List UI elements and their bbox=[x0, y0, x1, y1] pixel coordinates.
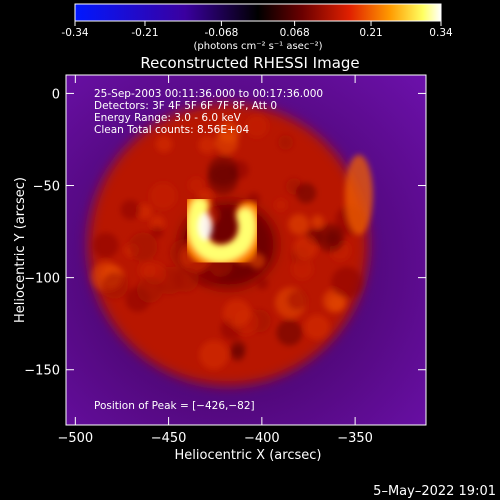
y-tick-label: −50 bbox=[33, 180, 60, 195]
y-axis-label: Heliocentric Y (arcsec) bbox=[13, 177, 28, 323]
texture-blob bbox=[150, 225, 164, 239]
texture-blob bbox=[331, 266, 363, 299]
annotation-line: 25-Sep-2003 00:11:36.000 to 00:17:36.000 bbox=[94, 88, 323, 100]
colorbar-tick-label: -0.21 bbox=[131, 27, 158, 39]
texture-blob bbox=[173, 266, 199, 293]
texture-blob bbox=[276, 319, 303, 346]
texture-blob bbox=[328, 294, 346, 312]
x-tick-label: −500 bbox=[57, 431, 93, 446]
texture-blob bbox=[155, 135, 173, 153]
colorbar-tick-label: 0.21 bbox=[359, 27, 382, 39]
texture-blob bbox=[278, 134, 294, 150]
texture-blob bbox=[207, 155, 239, 187]
colorbar bbox=[75, 4, 441, 21]
colorbar-tick-label: -0.34 bbox=[61, 27, 88, 39]
texture-blob bbox=[217, 121, 240, 144]
peak-core bbox=[198, 213, 213, 240]
colorbar-tick-label: 0.068 bbox=[280, 27, 310, 39]
y-tick-label: 0 bbox=[52, 87, 60, 102]
texture-blob bbox=[295, 182, 317, 204]
texture-blob bbox=[198, 136, 216, 154]
colorbar-tick-label: -0.068 bbox=[204, 27, 238, 39]
x-tick-label: −350 bbox=[337, 431, 373, 446]
colorbar-ticks: -0.34 -0.21 -0.068 0.068 0.21 0.34 bbox=[61, 21, 453, 39]
texture-blob bbox=[223, 299, 251, 328]
peak-source bbox=[179, 191, 264, 270]
colorbar-frame bbox=[74, 3, 442, 22]
texture-blob bbox=[274, 198, 288, 212]
x-axis-label: Heliocentric X (arcsec) bbox=[175, 448, 322, 463]
texture-blob bbox=[249, 253, 266, 269]
limb-brightening bbox=[344, 154, 373, 235]
heatmap-image bbox=[66, 75, 426, 425]
texture-blob bbox=[230, 346, 245, 361]
texture-blob bbox=[245, 114, 269, 138]
texture-blob bbox=[304, 314, 330, 340]
colorbar-unit-label: (photons cm⁻² s⁻¹ asec⁻²) bbox=[193, 41, 322, 52]
y-axis-ticks: 0 −50 −100 −150 bbox=[24, 87, 426, 379]
x-axis-ticks: −500 −450 −400 −350 bbox=[57, 75, 373, 446]
texture-blob bbox=[256, 277, 269, 290]
texture-blob bbox=[287, 289, 308, 311]
x-tick-label: −450 bbox=[151, 431, 187, 446]
texture-blob bbox=[101, 272, 129, 299]
colorbar-tick-label: 0.34 bbox=[429, 27, 453, 39]
y-tick-label: −150 bbox=[24, 364, 60, 379]
y-tick-label: −100 bbox=[24, 272, 60, 287]
texture-blob bbox=[136, 276, 163, 303]
texture-blob bbox=[288, 213, 310, 235]
texture-blob bbox=[188, 177, 204, 193]
footer-timestamp: 5–May–2022 19:01 bbox=[373, 484, 496, 499]
peak-crescent bbox=[187, 198, 256, 262]
annotations: 25-Sep-2003 00:11:36.000 to 00:17:36.000… bbox=[94, 88, 323, 136]
chart-title: Reconstructed RHESSI Image bbox=[140, 54, 359, 72]
x-tick-label: −400 bbox=[244, 431, 280, 446]
peak-position-label: Position of Peak = [−426,−82] bbox=[94, 400, 255, 412]
texture-blob bbox=[311, 215, 324, 228]
texture-blob bbox=[149, 182, 177, 210]
annotation-line: Clean Total counts: 8.56E+04 bbox=[94, 124, 249, 136]
texture-blob bbox=[325, 230, 341, 246]
annotation-line: Energy Range: 3.0 - 6.0 keV bbox=[94, 112, 242, 124]
texture-blob bbox=[128, 232, 158, 262]
texture-blob bbox=[137, 203, 153, 220]
texture-blob bbox=[293, 235, 318, 260]
texture-blob bbox=[92, 232, 119, 259]
plot-frame bbox=[65, 74, 427, 426]
texture-blob bbox=[120, 199, 141, 220]
texture-blob bbox=[291, 258, 314, 280]
texture-blob bbox=[199, 340, 229, 370]
annotation-line: Detectors: 3F 4F 5F 6F 7F 8F, Att 0 bbox=[94, 100, 277, 112]
